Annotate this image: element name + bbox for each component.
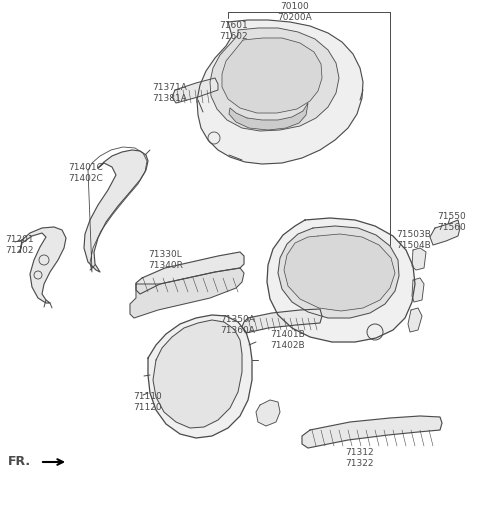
- Text: 71312
71322: 71312 71322: [345, 448, 373, 468]
- Polygon shape: [153, 320, 242, 428]
- Polygon shape: [412, 248, 426, 270]
- Polygon shape: [20, 227, 66, 303]
- Polygon shape: [302, 416, 442, 448]
- Polygon shape: [210, 28, 339, 131]
- Polygon shape: [136, 252, 244, 294]
- Text: 71350A
71360A: 71350A 71360A: [220, 315, 255, 335]
- Text: 71201
71202: 71201 71202: [5, 235, 34, 255]
- Text: 71330L
71340R: 71330L 71340R: [148, 250, 183, 270]
- Polygon shape: [278, 226, 399, 318]
- Text: 71401C
71402C: 71401C 71402C: [68, 163, 103, 183]
- Polygon shape: [84, 150, 148, 272]
- Text: 71550
71560: 71550 71560: [437, 212, 466, 232]
- Polygon shape: [222, 38, 322, 113]
- Polygon shape: [256, 400, 280, 426]
- Polygon shape: [197, 20, 363, 164]
- Text: 70100
70200A: 70100 70200A: [277, 2, 312, 22]
- Polygon shape: [229, 103, 308, 130]
- Polygon shape: [242, 309, 322, 333]
- Text: FR.: FR.: [8, 455, 31, 468]
- Text: 71503B
71504B: 71503B 71504B: [396, 230, 431, 250]
- Polygon shape: [430, 220, 460, 245]
- Polygon shape: [412, 278, 424, 302]
- Polygon shape: [172, 78, 218, 103]
- Text: 71601
71602: 71601 71602: [219, 21, 248, 41]
- Polygon shape: [148, 315, 252, 438]
- Polygon shape: [284, 234, 395, 311]
- Text: 71110
71120: 71110 71120: [133, 392, 162, 412]
- Polygon shape: [408, 308, 422, 332]
- Polygon shape: [267, 218, 415, 342]
- Text: 71401B
71402B: 71401B 71402B: [270, 330, 305, 350]
- Polygon shape: [130, 268, 244, 318]
- Text: 71371A
71381A: 71371A 71381A: [152, 83, 187, 103]
